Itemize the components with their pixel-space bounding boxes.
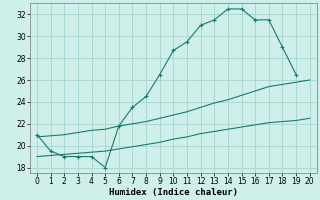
X-axis label: Humidex (Indice chaleur): Humidex (Indice chaleur) xyxy=(109,188,238,197)
